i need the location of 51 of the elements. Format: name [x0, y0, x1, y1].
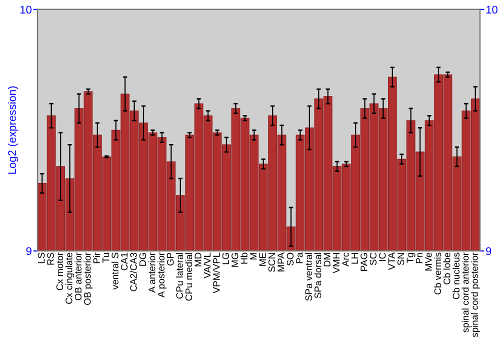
x-tick-label: VMH	[333, 253, 340, 274]
x-tick-label: SN	[397, 253, 404, 266]
x-tick-label: A posterior	[158, 252, 166, 298]
y-axis-title: Log2 (expression)	[8, 86, 18, 174]
x-tick-label: OB anterior	[74, 252, 82, 300]
x-tick-label: CA2/CA3	[130, 252, 137, 292]
x-tick-label: PAG	[360, 253, 368, 271]
x-tick-label: Cx cingulate	[65, 252, 74, 304]
x-tick-label: CPu medial	[185, 252, 192, 301]
x-tick-label: CA1	[120, 252, 128, 270]
x-tick-label: ventral S	[111, 252, 118, 290]
x-tick-label: SPa ventral	[305, 252, 312, 301]
x-tick-label: CPu lateral	[176, 252, 183, 299]
x-tick-label: VTA	[388, 252, 395, 270]
x-tick-label: Cb vermis	[434, 252, 442, 294]
x-tick-label: Cb lobe	[443, 252, 450, 284]
x-tick-label: Cb nucleus	[452, 252, 460, 300]
x-tick-label: MVe	[425, 252, 432, 270]
x-tick-label: SO	[286, 252, 294, 266]
x-tick-label: Tg	[406, 252, 416, 264]
x-tick-label: RS	[47, 252, 54, 265]
x-tick-label: Hb	[240, 252, 248, 264]
x-tick-label: spinal cord anterior	[462, 252, 471, 332]
x-tick-label: MG	[232, 253, 238, 267]
x-tick-label: SPa dorsal	[314, 252, 322, 298]
x-tick-label: ME	[259, 252, 266, 266]
x-tick-label: LS	[38, 252, 45, 264]
x-tick-label: LG	[222, 253, 230, 264]
x-tick-label: DG	[139, 253, 146, 266]
x-tick-label: MPA	[278, 252, 284, 272]
y2-tick-label: 9	[486, 247, 492, 256]
x-tick-label: GP	[167, 252, 174, 266]
x-tick-label: spinal cord posterior	[470, 252, 480, 338]
x-tick-label: LH	[351, 253, 358, 264]
x-tick-label: A anterior	[148, 252, 156, 293]
x-tick-label: VA/VL	[204, 252, 211, 278]
x-tick-label: SC	[370, 252, 377, 266]
x-tick-label: SCN	[268, 253, 276, 272]
x-tick-label: Pir	[93, 252, 100, 264]
x-tick-label: Tu	[102, 252, 110, 263]
x-tick-label: Pa	[296, 252, 303, 264]
y2-tick-label: 10	[486, 6, 498, 14]
x-tick-label: IC	[379, 252, 386, 261]
x-tick-label: OB posterior	[84, 252, 93, 305]
x-tick-label: Pn	[416, 252, 423, 264]
x-tick-label: DM	[324, 253, 330, 266]
x-tick-label: VPM/VPL	[212, 252, 220, 294]
x-tick-label: Arc	[342, 252, 349, 266]
x-tick-label: Cx motor	[56, 252, 64, 290]
x-tick-label: MD	[194, 252, 202, 266]
x-tick-label: M	[250, 253, 257, 260]
